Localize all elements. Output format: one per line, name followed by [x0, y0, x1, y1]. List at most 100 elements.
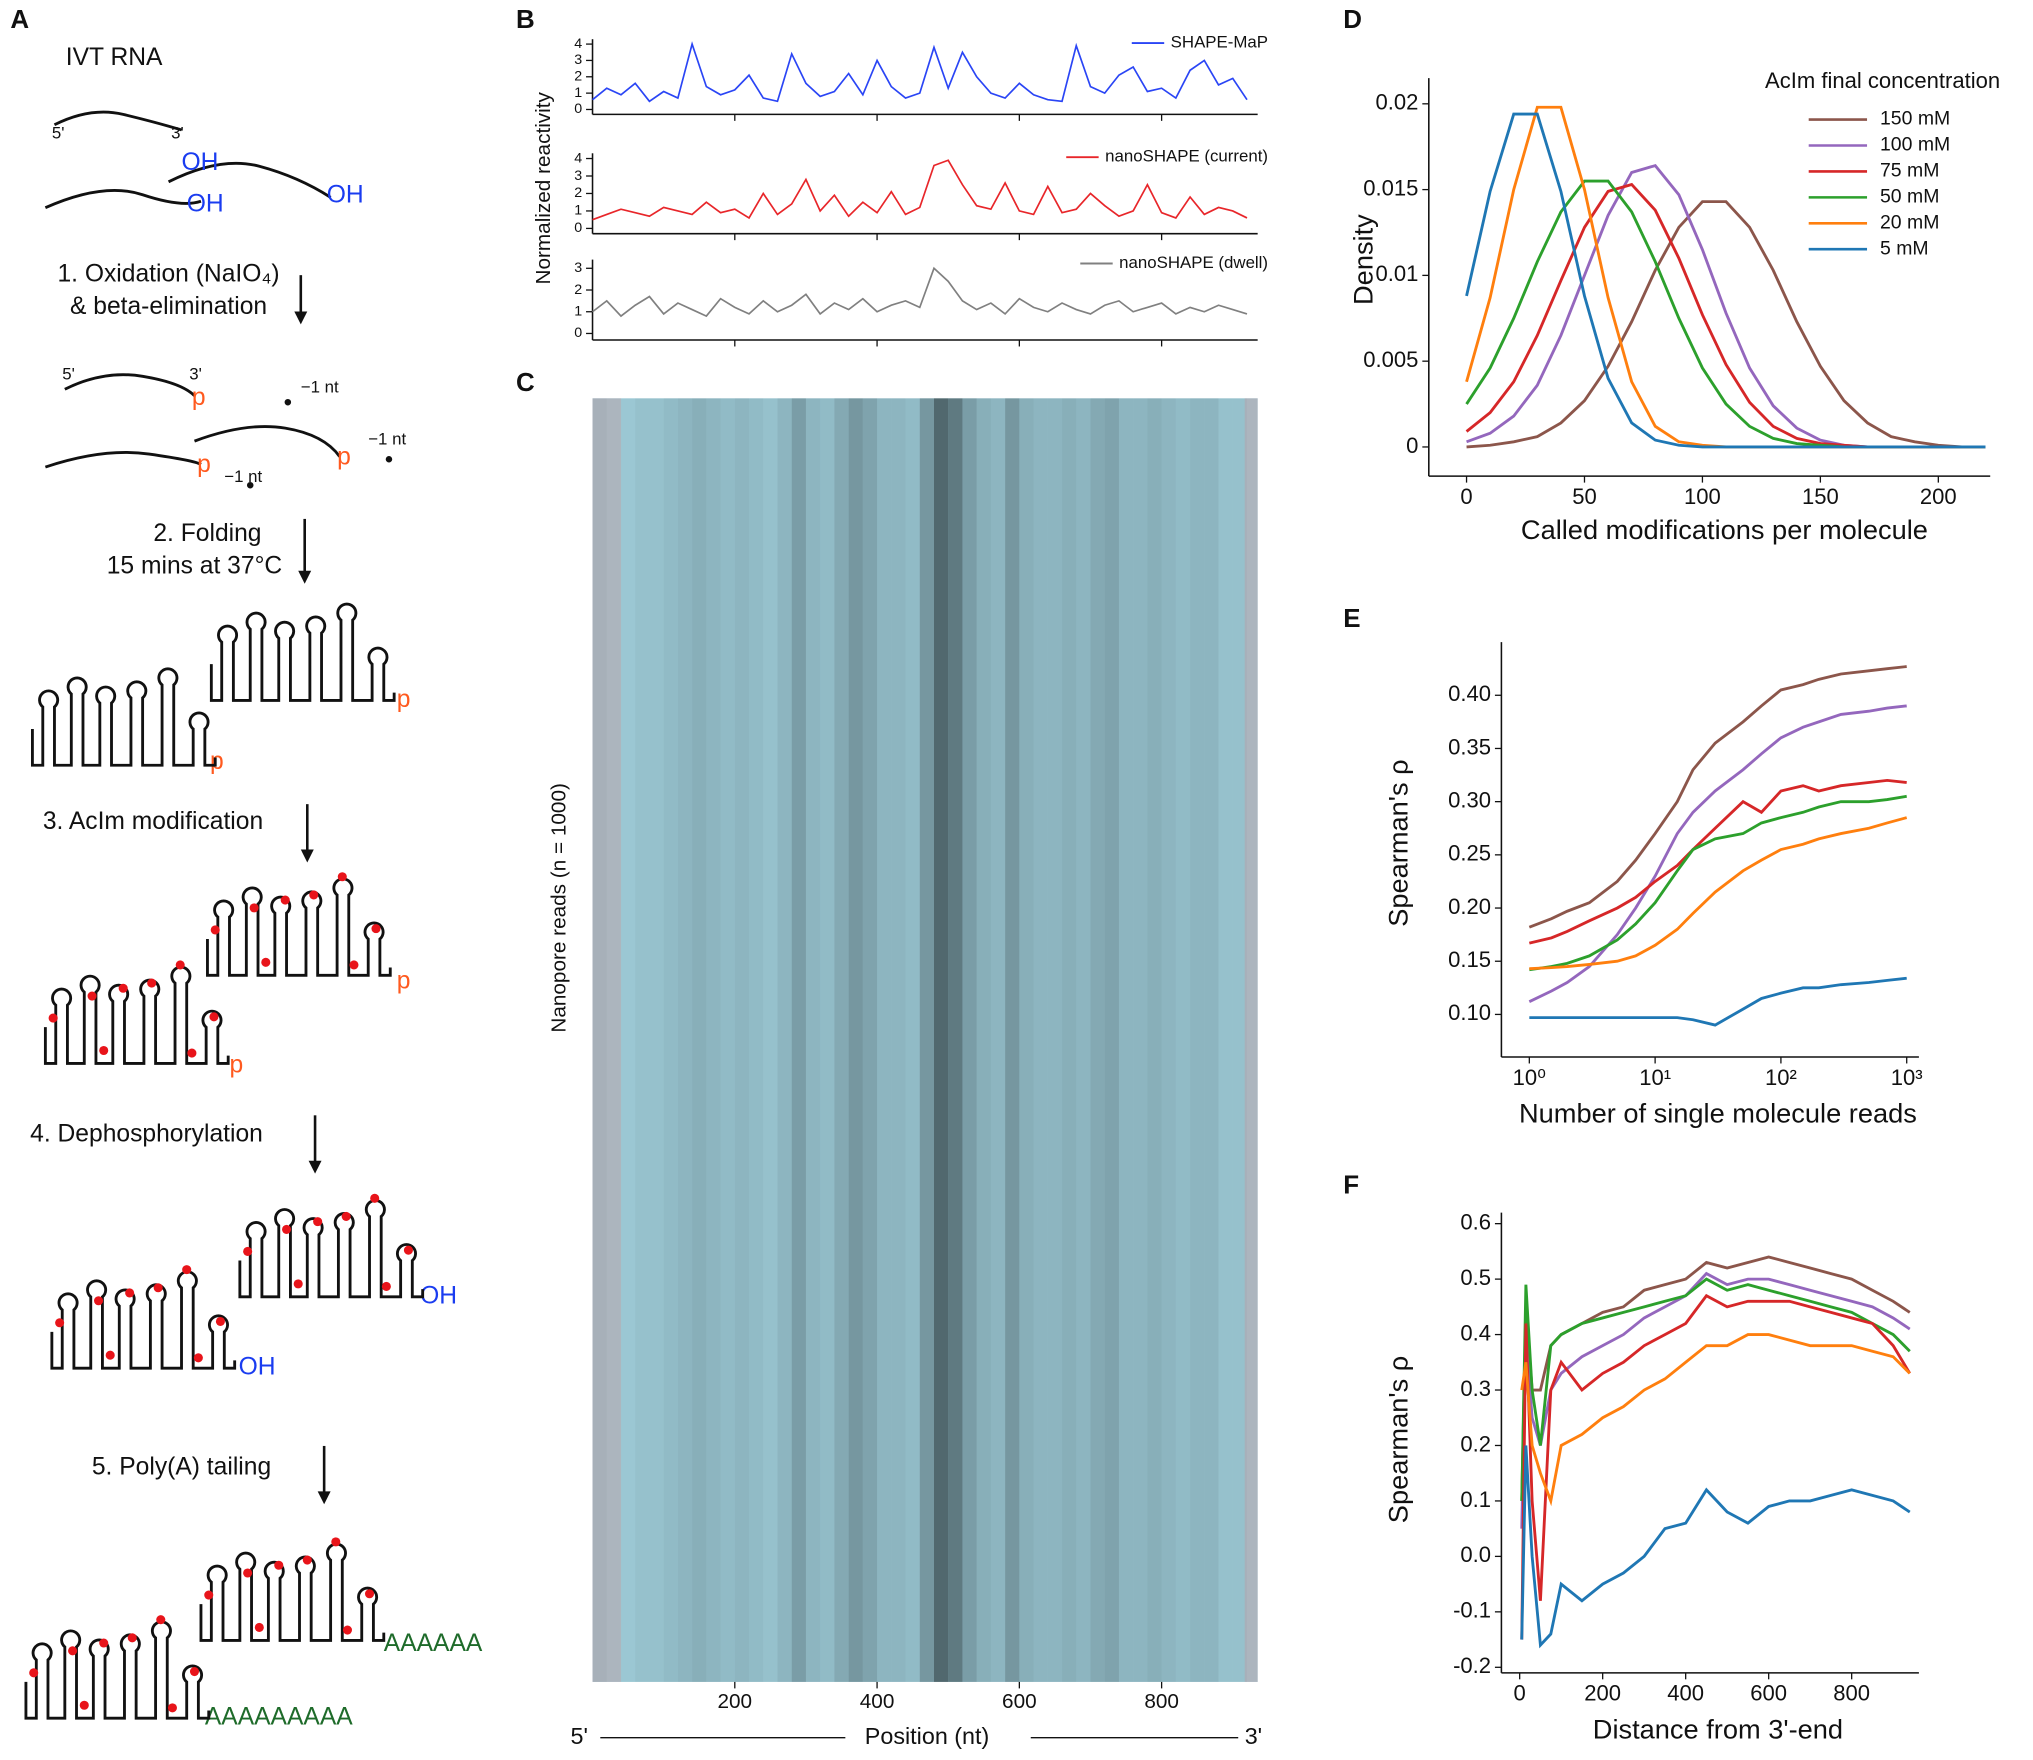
rna-strand: [167, 161, 332, 199]
modification: [29, 1668, 39, 1678]
rna-hairpins: [199, 1542, 386, 1642]
series-line: [1520, 1277, 1911, 1501]
series-line: [1528, 778, 1907, 945]
legend-label: nanoSHAPE (dwell): [1119, 253, 1268, 272]
density-stripe: [862, 398, 878, 1682]
rna-hairpins: [43, 965, 230, 1065]
x-tick-label: 10²: [1765, 1065, 1797, 1090]
density-stripe: [1090, 398, 1105, 1682]
density-stripe: [763, 398, 778, 1682]
modification: [331, 1537, 341, 1547]
density-stripe: [1076, 398, 1091, 1682]
modification: [349, 960, 359, 970]
x-axis-label: Distance from 3'-end: [1593, 1713, 1843, 1744]
panel-label: C: [516, 369, 535, 397]
series-line: [591, 41, 1248, 103]
density-stripe: [1005, 398, 1020, 1682]
modification: [193, 1353, 203, 1363]
density-stripe: [749, 398, 764, 1682]
density-stripe: [635, 398, 650, 1682]
rna-hairpins: [50, 1270, 237, 1370]
series-line: [1465, 105, 1986, 449]
density-stripe: [1033, 398, 1048, 1682]
y-tick-label: 3: [574, 260, 582, 276]
series-line: [592, 159, 1248, 221]
y-tick-label: 0: [574, 101, 582, 117]
annotation: AAAAAA: [384, 1630, 483, 1657]
step-label: 4. Dephosphorylation: [30, 1120, 263, 1147]
modification: [118, 983, 128, 993]
annotation: OH: [420, 1282, 457, 1309]
modification: [342, 1625, 353, 1635]
annotation: OH: [239, 1354, 276, 1381]
annotation: 3': [171, 123, 184, 142]
y-tick-label: 0.5: [1460, 1265, 1491, 1290]
legend-label: 20 mM: [1880, 211, 1939, 233]
modification: [337, 872, 347, 882]
rna-strand: [53, 110, 182, 132]
rna-strand: [44, 451, 202, 469]
modification: [167, 1703, 177, 1713]
y-tick-label: 0.25: [1448, 841, 1491, 866]
y-tick-label: 0.015: [1363, 175, 1418, 200]
modification: [209, 1012, 219, 1022]
y-tick-label: 0.01: [1376, 261, 1419, 286]
annotation: AAAAAAAAA: [205, 1704, 353, 1731]
y-tick-label: 0.005: [1363, 347, 1418, 372]
annotation: OH: [327, 182, 364, 209]
modification: [274, 1560, 284, 1570]
arrow-head: [298, 570, 312, 584]
modification: [210, 925, 220, 935]
modification: [105, 1350, 115, 1360]
y-tick-label: 0.20: [1448, 894, 1491, 919]
uncovered-region: [592, 398, 622, 1682]
density-stripe: [805, 398, 821, 1682]
density-stripe: [848, 398, 863, 1682]
y-tick-label: 0.35: [1448, 734, 1491, 759]
y-tick-label: 2: [574, 69, 582, 85]
y-tick-label: 0.40: [1448, 681, 1491, 706]
density-stripe: [1147, 398, 1162, 1682]
density-stripe: [1175, 398, 1191, 1682]
modification: [243, 1246, 253, 1257]
density-stripe: [905, 398, 920, 1682]
rna-hairpins: [30, 667, 217, 767]
x-tick-label: 800: [1833, 1681, 1870, 1706]
series-line: [1520, 1333, 1911, 1507]
y-axis-label: Normalized reactivity: [532, 91, 555, 284]
legend-label: SHAPE-MaP: [1171, 33, 1268, 52]
y-tick-label: 1: [574, 203, 582, 219]
x-tick-label: 600: [1002, 1690, 1037, 1713]
density-stripe: [1161, 398, 1176, 1682]
annotation: p: [229, 1052, 243, 1079]
annotation: p: [397, 967, 411, 994]
x-tick-label: 400: [860, 1690, 895, 1713]
density-stripe: [1190, 398, 1205, 1682]
cleaved-nucleotide: [246, 481, 254, 489]
annotation: p: [197, 451, 211, 478]
density-stripe: [976, 398, 991, 1682]
y-axis-label: Spearman's ρ: [1382, 759, 1413, 926]
y-tick-label: 0: [574, 325, 582, 341]
density-stripe: [1218, 398, 1233, 1682]
modification: [341, 1211, 351, 1221]
modification: [403, 1245, 413, 1255]
annotation: OH: [182, 149, 219, 176]
rna-hairpins: [209, 602, 396, 702]
uncovered-region: [1244, 398, 1258, 1682]
annotation: p: [397, 686, 411, 713]
modification: [79, 1700, 89, 1710]
annotation: 5': [52, 123, 65, 142]
y-tick-label: 0: [1406, 433, 1418, 458]
y-tick-label: 0.1: [1460, 1487, 1491, 1512]
heatmap-background: [592, 398, 1258, 1682]
density-stripe: [877, 398, 892, 1682]
x-tick-label: 600: [1750, 1681, 1787, 1706]
density-stripe: [706, 398, 721, 1682]
modification: [125, 1288, 135, 1298]
density-stripe: [919, 398, 934, 1682]
modification: [261, 957, 271, 967]
y-tick-label: 4: [574, 36, 582, 52]
y-tick-label: -0.1: [1453, 1598, 1491, 1623]
density-stripe: [820, 398, 835, 1682]
